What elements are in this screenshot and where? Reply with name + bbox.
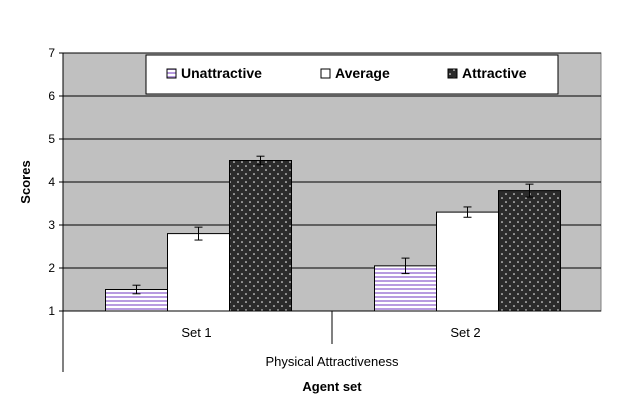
bar-average-set-2 <box>436 211 499 312</box>
bar-average-set-1 <box>167 233 230 312</box>
legend-label-unattractive: Unattractive <box>181 65 262 81</box>
y-tick-label: 2 <box>48 261 55 275</box>
y-tick-label: 3 <box>48 218 55 232</box>
y-tick-label: 1 <box>48 304 55 318</box>
legend-box <box>145 54 559 95</box>
y-tick-label: 4 <box>48 175 55 189</box>
x-category-label: Set 2 <box>450 325 480 340</box>
legend-label-average: Average <box>335 65 390 81</box>
y-tick-label: 5 <box>48 132 55 146</box>
bar-attractive-set-1 <box>229 160 292 312</box>
legend-swatch-attractive <box>447 68 458 79</box>
y-tick-label: 6 <box>48 89 55 103</box>
y-tick-label: 7 <box>48 46 55 60</box>
legend-swatch-unattractive <box>166 68 177 79</box>
x-group-label: Physical Attractiveness <box>266 354 399 369</box>
legend-swatch-average <box>320 68 331 79</box>
x-category-label: Set 1 <box>181 325 211 340</box>
bar-attractive-set-2 <box>498 190 561 312</box>
y-axis-title: Scores <box>18 160 33 203</box>
legend-label-attractive: Attractive <box>462 65 527 81</box>
x-axis-title: Agent set <box>302 379 362 394</box>
